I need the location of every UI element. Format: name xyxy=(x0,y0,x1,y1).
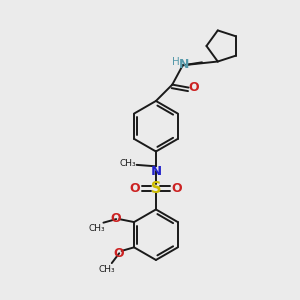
Text: O: O xyxy=(189,81,199,94)
Text: O: O xyxy=(113,247,124,260)
Text: S: S xyxy=(151,181,161,196)
Text: CH₃: CH₃ xyxy=(98,265,115,274)
Text: H: H xyxy=(172,57,180,67)
Text: O: O xyxy=(130,182,140,195)
Text: N: N xyxy=(150,165,161,178)
Text: O: O xyxy=(171,182,182,195)
Text: O: O xyxy=(110,212,121,225)
Text: CH₃: CH₃ xyxy=(88,224,105,232)
Text: CH₃: CH₃ xyxy=(120,159,136,168)
Text: N: N xyxy=(179,58,189,71)
